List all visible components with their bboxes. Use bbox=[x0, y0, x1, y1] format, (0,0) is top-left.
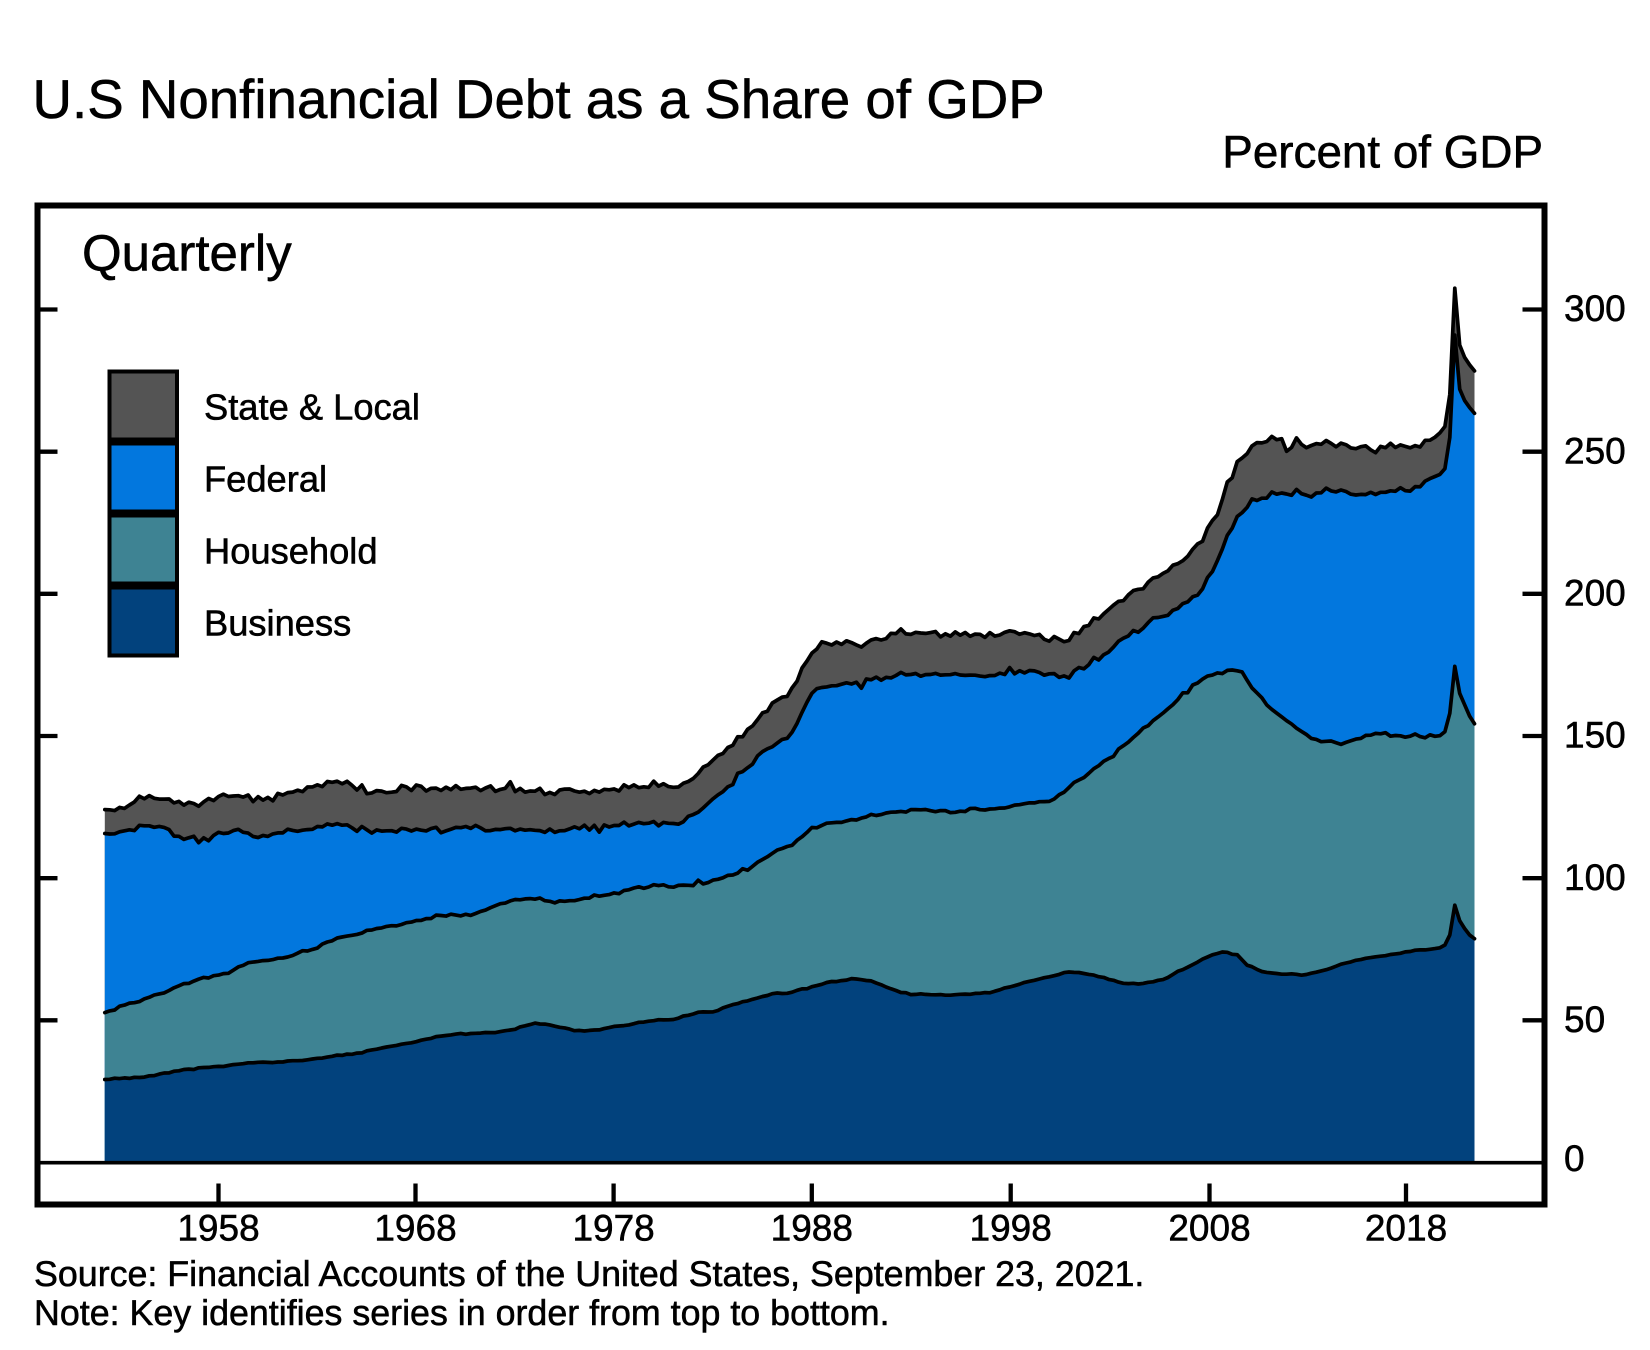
svg-text:Quarterly: Quarterly bbox=[82, 225, 292, 282]
svg-text:150: 150 bbox=[1564, 715, 1626, 756]
svg-text:300: 300 bbox=[1564, 288, 1626, 329]
svg-text:Household: Household bbox=[204, 531, 378, 572]
svg-text:Federal: Federal bbox=[204, 459, 327, 500]
svg-text:State & Local: State & Local bbox=[204, 387, 420, 428]
svg-text:1958: 1958 bbox=[177, 1208, 259, 1249]
svg-text:200: 200 bbox=[1564, 572, 1626, 613]
svg-text:50: 50 bbox=[1564, 999, 1605, 1040]
svg-text:2018: 2018 bbox=[1365, 1208, 1447, 1249]
svg-text:1988: 1988 bbox=[771, 1208, 853, 1249]
svg-text:2008: 2008 bbox=[1168, 1208, 1250, 1249]
svg-text:100: 100 bbox=[1564, 857, 1626, 898]
svg-text:Percent of GDP: Percent of GDP bbox=[1222, 127, 1543, 178]
svg-text:1998: 1998 bbox=[970, 1208, 1052, 1249]
svg-text:250: 250 bbox=[1564, 430, 1626, 471]
svg-text:Business: Business bbox=[204, 603, 351, 644]
svg-text:1978: 1978 bbox=[572, 1208, 654, 1249]
svg-text:Note: Key identifies series in: Note: Key identifies series in order fro… bbox=[34, 1293, 890, 1333]
svg-text:U.S Nonfinancial Debt as a Sha: U.S Nonfinancial Debt as a Share of GDP bbox=[33, 68, 1045, 130]
svg-text:0: 0 bbox=[1564, 1138, 1585, 1179]
svg-text:Source: Financial Accounts of: Source: Financial Accounts of the United… bbox=[34, 1254, 1144, 1294]
svg-text:1968: 1968 bbox=[374, 1208, 456, 1249]
